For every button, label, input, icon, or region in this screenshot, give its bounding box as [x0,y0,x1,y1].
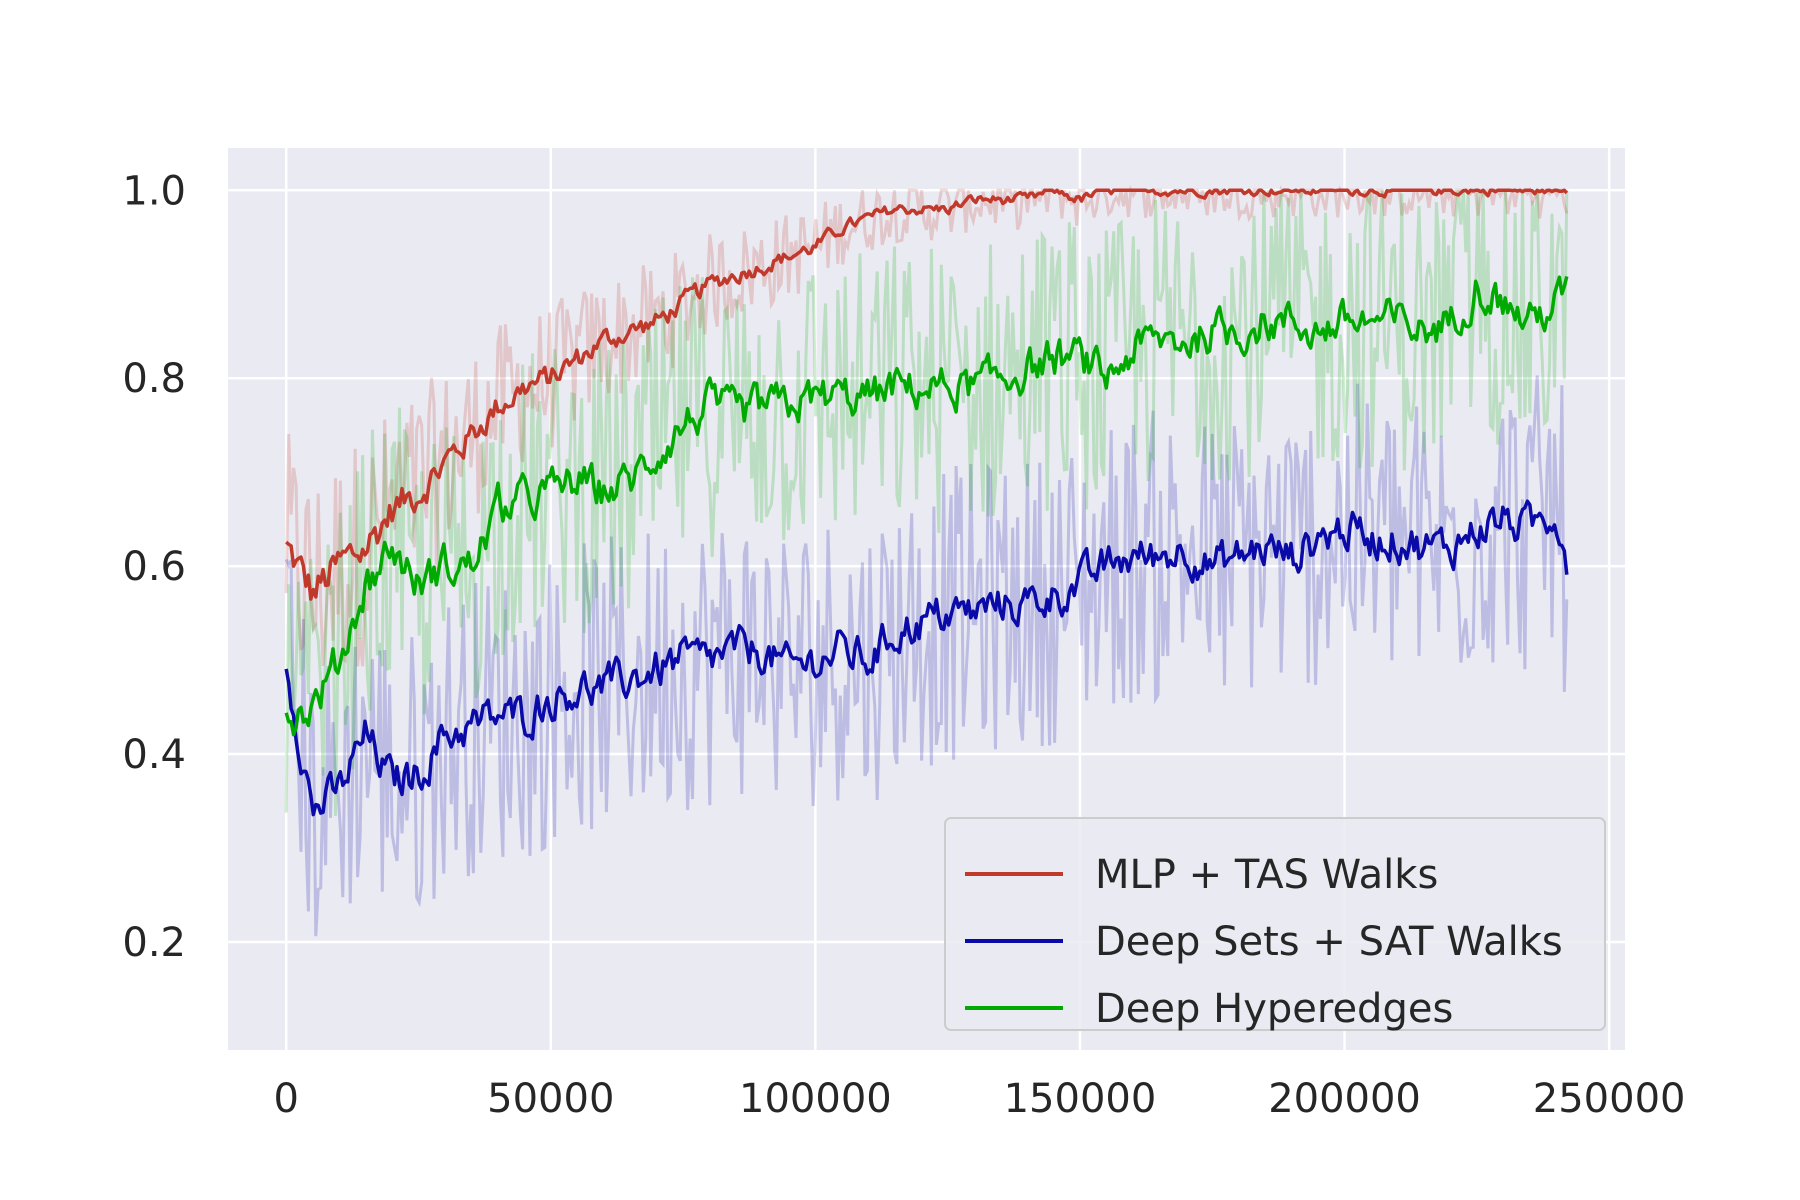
x-tick-label: 0 [273,1076,298,1122]
raw-trace-0 [284,185,1569,667]
y-tick-label: 0.6 [122,544,186,590]
series-line-2 [284,275,1569,737]
y-tick-label: 1.0 [122,168,186,214]
y-tick-label: 0.2 [122,920,186,966]
series-line-1 [284,499,1569,817]
legend-label-0: MLP + TAS Walks [1095,852,1438,898]
x-tick-label: 250000 [1533,1076,1686,1122]
raw-trace-1 [284,375,1569,937]
series-lines [284,188,1569,817]
x-tick-label: 50000 [487,1076,614,1122]
series-line-0 [285,188,1569,601]
legend-label-2: Deep Hyperedges [1095,986,1453,1032]
legend: MLP + TAS Walks Deep Sets + SAT Walks Deep… [944,817,1606,1032]
x-tick-label: 150000 [1004,1076,1157,1122]
legend-label-1: Deep Sets + SAT Walks [1095,919,1563,965]
legend-box [944,817,1606,1031]
x-tick-label: 100000 [739,1076,892,1122]
y-tick-label: 0.8 [122,356,186,402]
y-tick-label: 0.4 [122,732,186,778]
x-tick-label: 200000 [1268,1076,1421,1122]
x-axis-tick-labels: 0 50000 100000 150000 200000 250000 [273,1076,1685,1122]
y-axis-tick-labels: 0.2 0.4 0.6 0.8 1.0 [122,168,186,966]
